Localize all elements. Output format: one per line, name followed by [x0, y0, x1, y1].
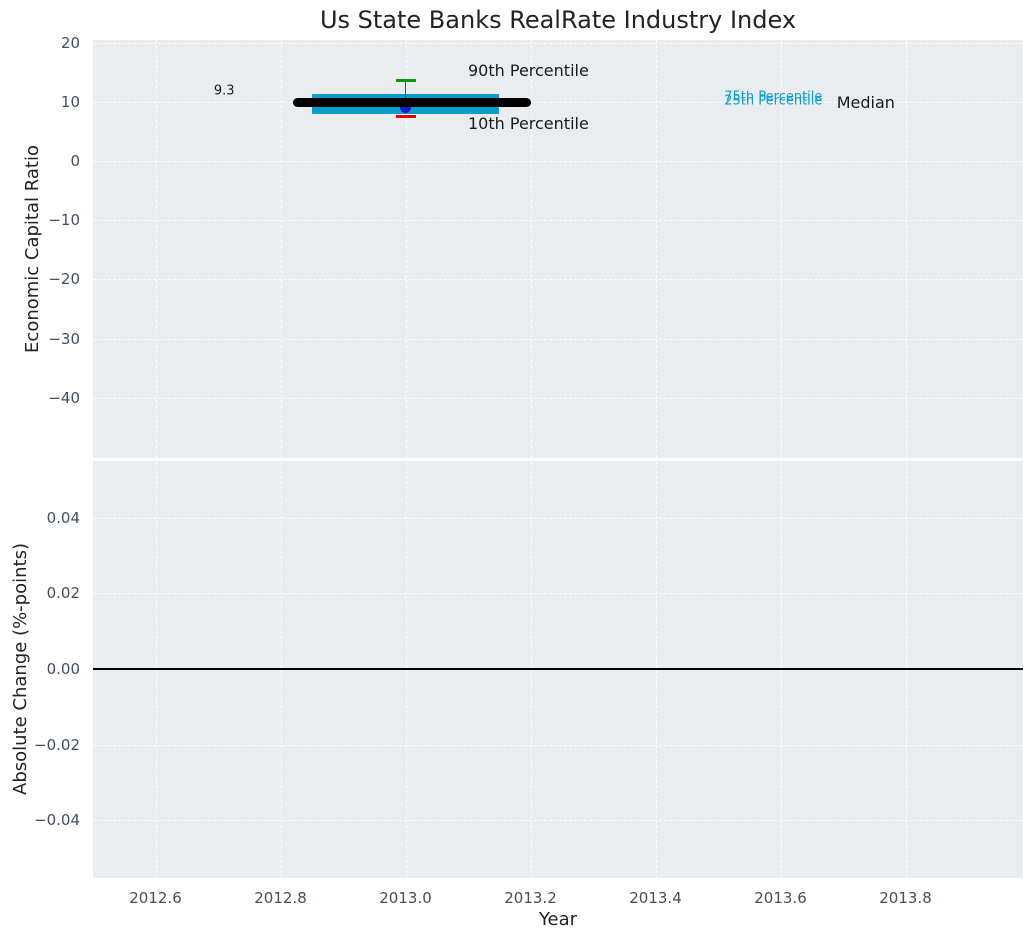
gridline-horizontal: [93, 744, 1023, 746]
x-axis-label: Year: [538, 909, 578, 930]
x-tick-label: 2012.6: [129, 889, 182, 907]
gridline-horizontal: [93, 279, 1023, 281]
top-plot-area: [93, 40, 1023, 458]
median-line: [293, 98, 531, 108]
y-tick-label: −10: [48, 211, 80, 230]
gridline-vertical: [280, 40, 282, 458]
annotation-25th-percentile: 25th Percentile: [724, 93, 823, 109]
company-dot: [400, 101, 411, 113]
p10-cap: [395, 115, 416, 119]
y-tick-label: −30: [48, 329, 80, 348]
y-tick-label: 0.02: [46, 584, 80, 603]
p90-cap: [395, 78, 416, 82]
x-tick-label: 2013.8: [879, 889, 932, 907]
whisker-line: [405, 80, 407, 108]
y-tick-label: 0.04: [46, 508, 80, 527]
gridline-vertical: [655, 40, 657, 458]
y-tick-label: 20: [60, 33, 80, 52]
y-tick-label: −40: [48, 388, 80, 407]
annotation-90th-percentile: 90th Percentile: [468, 60, 589, 80]
y-tick-label: −0.02: [34, 735, 80, 754]
x-tick-label: 2013.4: [629, 889, 682, 907]
gridline-vertical: [905, 40, 907, 458]
chart-title: Us State Banks RealRate Industry Index: [319, 6, 797, 34]
gridline-horizontal: [93, 517, 1023, 519]
y-tick-label: 0.00: [46, 660, 80, 679]
gridline-horizontal: [93, 102, 1023, 104]
gridline-horizontal: [93, 220, 1023, 222]
x-tick-label: 2013.6: [754, 889, 807, 907]
zero-line: [93, 668, 1023, 671]
y-tick-label: 10: [60, 93, 80, 112]
gridline-horizontal: [93, 397, 1023, 399]
gridline-horizontal: [93, 42, 1023, 44]
top-y-axis-label: Economic Capital Ratio: [22, 145, 43, 353]
x-tick-label: 2013.2: [504, 889, 557, 907]
annotation-median: Median: [836, 93, 895, 113]
gridline-horizontal: [93, 161, 1023, 163]
y-tick-label: −20: [48, 270, 80, 289]
x-tick-label: 2013.0: [379, 889, 432, 907]
gridline-vertical: [155, 40, 157, 458]
x-tick-label: 2012.8: [254, 889, 307, 907]
gridline-horizontal: [93, 593, 1023, 595]
annotation-9-3: 9.3: [213, 83, 235, 99]
annotation-75th-percentile: 75th Percentile: [724, 89, 823, 105]
gridline-horizontal: [93, 338, 1023, 340]
annotation-10th-percentile: 10th Percentile: [468, 113, 589, 133]
gridline-horizontal: [93, 820, 1023, 822]
y-tick-label: −0.04: [34, 811, 80, 830]
gridline-vertical: [780, 40, 782, 458]
gridline-vertical: [530, 40, 532, 458]
y-tick-label: 0: [70, 152, 80, 171]
gridline-vertical: [405, 40, 407, 458]
